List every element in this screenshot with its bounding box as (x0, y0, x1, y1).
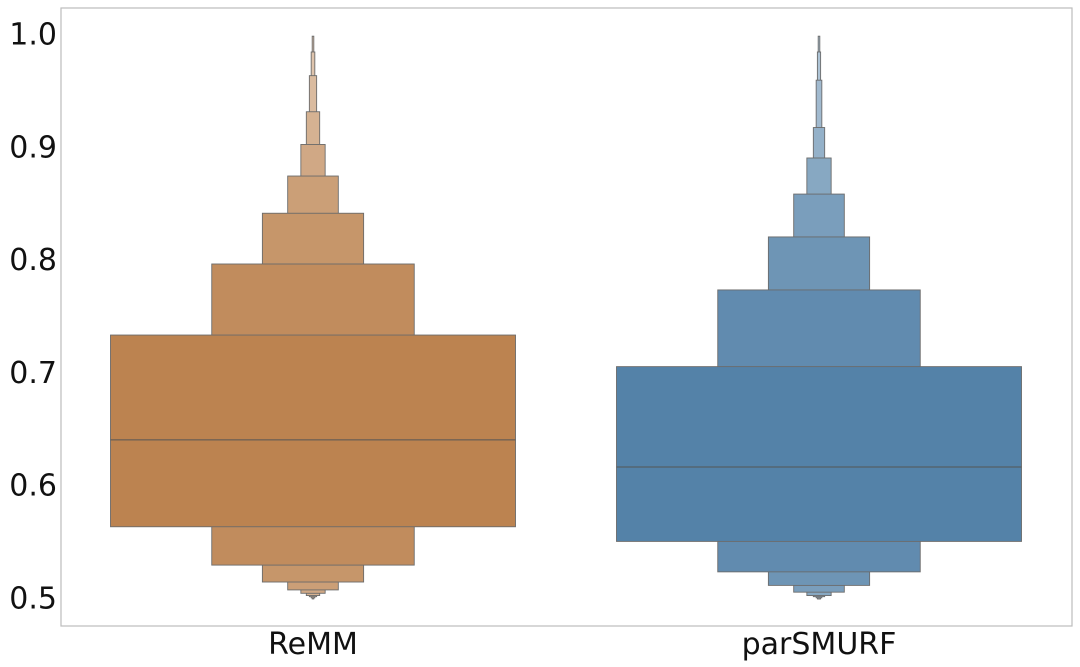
series-parsmurf (616, 35, 1022, 600)
y-tick-label: 0.5 (9, 581, 57, 616)
y-axis-ticks: 1.0 0.9 0.8 0.7 0.6 0.5 (9, 18, 57, 617)
parsmurf-box-level-1 (616, 366, 1022, 542)
series-remm (110, 35, 516, 600)
remm-box-level-1 (110, 334, 516, 528)
y-tick-label: 0.7 (9, 356, 57, 391)
y-tick-label: 1.0 (9, 18, 57, 53)
y-tick-label: 0.6 (9, 469, 57, 504)
y-tick-label: 0.9 (9, 130, 57, 165)
x-axis-labels: ReMM parSMURF (268, 627, 896, 662)
y-tick-label: 0.8 (9, 243, 57, 278)
boxes-layer (110, 35, 1022, 600)
x-category-label: ReMM (268, 627, 358, 662)
x-category-label: parSMURF (742, 627, 897, 662)
